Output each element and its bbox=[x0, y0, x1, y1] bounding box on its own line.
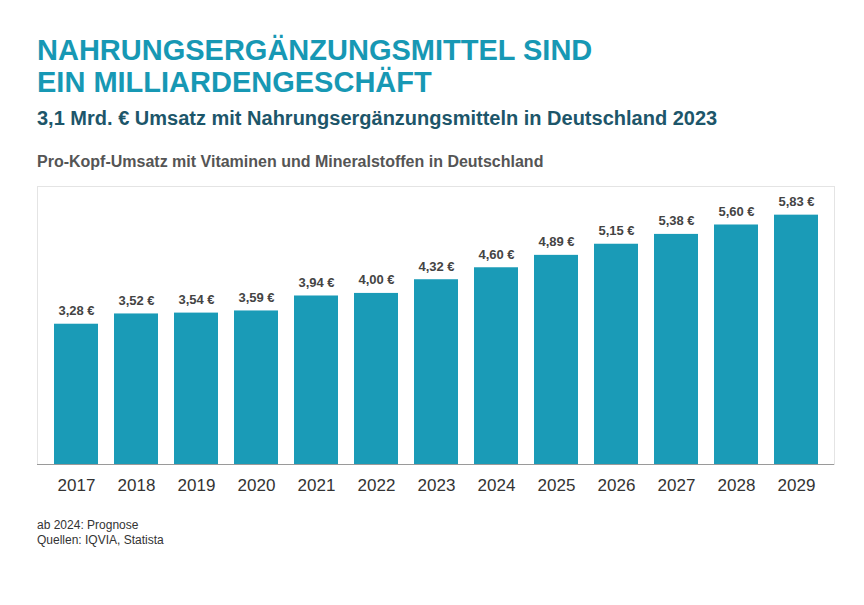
svg-text:3,52 €: 3,52 € bbox=[118, 293, 154, 308]
svg-text:2019: 2019 bbox=[178, 476, 216, 495]
svg-text:4,60 €: 4,60 € bbox=[478, 247, 514, 262]
svg-text:4,00 €: 4,00 € bbox=[358, 272, 394, 287]
svg-text:2021: 2021 bbox=[298, 476, 336, 495]
svg-text:4,32 €: 4,32 € bbox=[418, 259, 454, 274]
svg-text:2023: 2023 bbox=[418, 476, 456, 495]
svg-text:2020: 2020 bbox=[238, 476, 276, 495]
svg-text:5,83 €: 5,83 € bbox=[778, 194, 814, 209]
svg-text:3,28 €: 3,28 € bbox=[58, 303, 94, 318]
svg-text:2026: 2026 bbox=[598, 476, 636, 495]
svg-text:2025: 2025 bbox=[538, 476, 576, 495]
svg-text:3,94 €: 3,94 € bbox=[298, 275, 334, 290]
svg-text:3,54 €: 3,54 € bbox=[178, 292, 214, 307]
svg-text:3,59 €: 3,59 € bbox=[238, 290, 274, 305]
html-text:ab 2024: Prognose: ab 2024: Prognose bbox=[37, 518, 139, 532]
svg-text:2027: 2027 bbox=[658, 476, 696, 495]
svg-text:2028: 2028 bbox=[718, 476, 756, 495]
svg-text:2017: 2017 bbox=[58, 476, 96, 495]
svg-text:5,15 €: 5,15 € bbox=[598, 223, 634, 238]
html-text:NAHRUNGSERGÄNZUNGSMITTEL SIND: NAHRUNGSERGÄNZUNGSMITTEL SIND EIN MILLIA… bbox=[37, 34, 593, 98]
svg-text:5,38 €: 5,38 € bbox=[658, 213, 694, 228]
html-text:3,1 Mrd. € Umsatz mit Nahrungs: 3,1 Mrd. € Umsatz mit Nahrungsergänzungs… bbox=[37, 107, 718, 129]
svg-text:2029: 2029 bbox=[778, 476, 816, 495]
svg-text:2018: 2018 bbox=[118, 476, 156, 495]
svg-text:5,60 €: 5,60 € bbox=[718, 204, 754, 219]
svg-text:2024: 2024 bbox=[478, 476, 516, 495]
svg-text:4,89 €: 4,89 € bbox=[538, 234, 574, 249]
svg-text:2022: 2022 bbox=[358, 476, 396, 495]
html-text:Pro-Kopf-Umsatz mit Vitaminen: Pro-Kopf-Umsatz mit Vitaminen und Minera… bbox=[37, 153, 544, 170]
html-text:Quellen: IQVIA, Statista: Quellen: IQVIA, Statista bbox=[37, 533, 164, 547]
